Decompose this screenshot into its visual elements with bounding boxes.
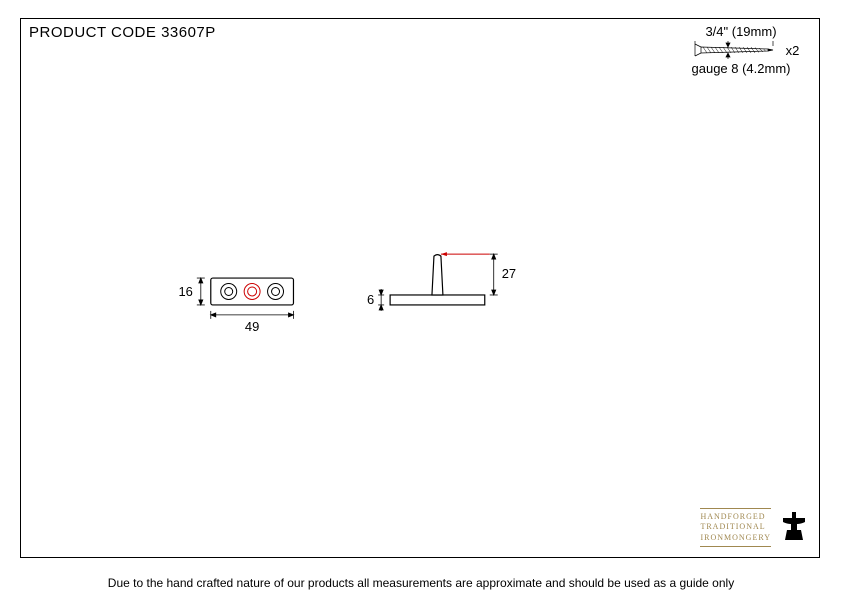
- logo-line3: IRONMONGERY: [700, 533, 771, 543]
- technical-drawing: 16 49 6: [21, 19, 819, 557]
- brand-logo-text: HANDFORGED TRADITIONAL IRONMONGERY: [700, 508, 771, 547]
- disclaimer-text: Due to the hand crafted nature of our pr…: [0, 576, 842, 590]
- anvil-icon: [779, 510, 809, 544]
- side-view-base-dim: 6: [367, 292, 374, 307]
- logo-line2: TRADITIONAL: [700, 522, 771, 532]
- brand-logo: HANDFORGED TRADITIONAL IRONMONGERY: [700, 508, 809, 547]
- side-view-height-dim: 27: [502, 266, 516, 281]
- side-view-base: [390, 295, 485, 305]
- side-view-pin: [432, 255, 443, 295]
- top-view-height-dim: 16: [178, 284, 192, 299]
- logo-line1: HANDFORGED: [700, 512, 771, 522]
- drawing-frame: PRODUCT CODE 33607P 3/4" (19mm): [20, 18, 820, 558]
- top-view-width-dim: 49: [245, 319, 259, 334]
